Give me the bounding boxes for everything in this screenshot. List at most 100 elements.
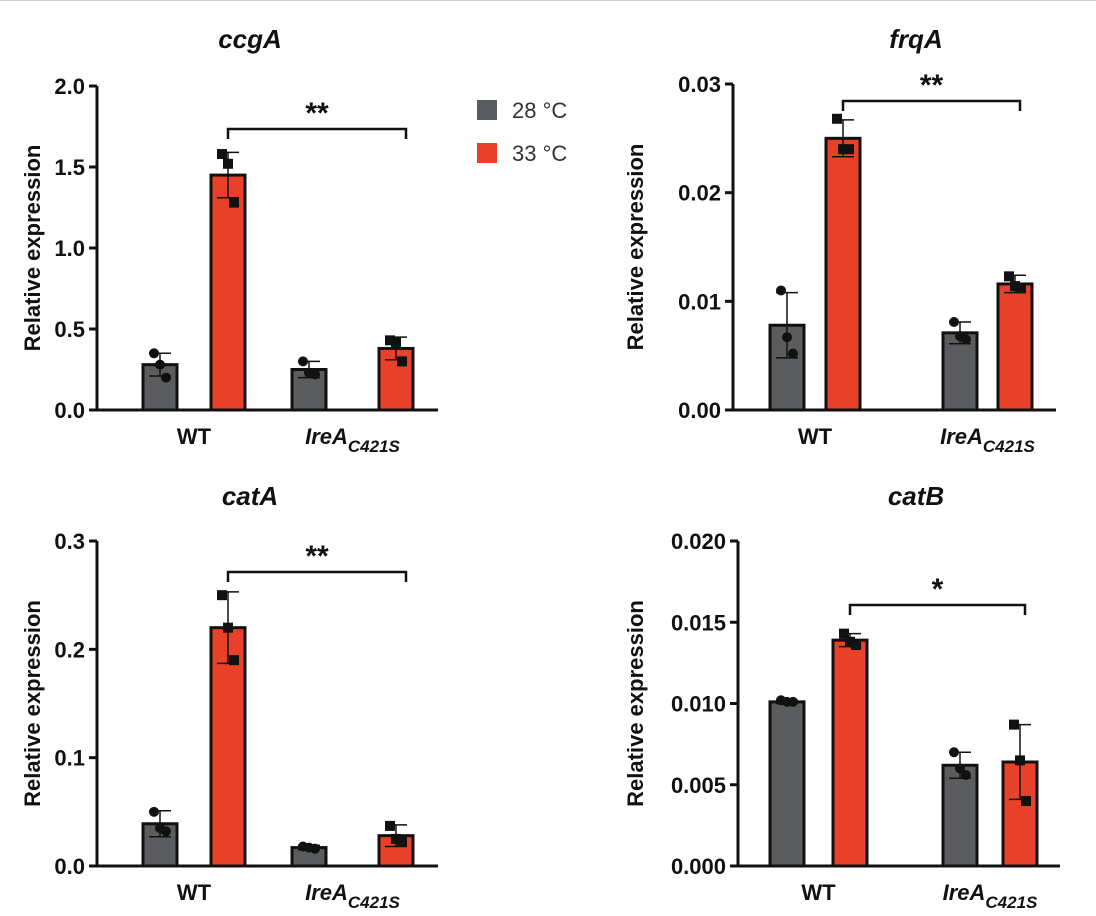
chart-title: catA <box>222 481 278 511</box>
data-point <box>961 770 971 780</box>
data-point <box>229 197 239 208</box>
category-name: IreA <box>305 424 348 449</box>
data-point <box>217 590 227 601</box>
data-point <box>223 622 233 633</box>
significance-label: ** <box>920 69 944 102</box>
x-tick-label: WT <box>177 424 212 449</box>
significance-label: ** <box>305 540 329 573</box>
category-name: IreA <box>305 880 348 905</box>
y-tick-label: 1.5 <box>54 155 85 180</box>
bar <box>209 626 247 868</box>
y-tick-label: 0.03 <box>678 72 721 97</box>
data-point <box>1010 281 1020 292</box>
data-point <box>1021 796 1031 806</box>
data-point <box>961 334 971 345</box>
bar <box>831 638 869 868</box>
y-axis-label: Relative expression <box>20 600 45 807</box>
category-subscript: C421S <box>985 893 1038 912</box>
y-tick-label: 1.0 <box>54 236 85 261</box>
category-name: WT <box>177 424 212 449</box>
data-point <box>217 149 227 160</box>
category-name: IreA <box>940 424 983 449</box>
data-point <box>391 833 401 844</box>
chart-title: frqA <box>889 24 942 54</box>
data-point <box>838 144 848 155</box>
y-tick-label: 0.1 <box>54 746 85 771</box>
significance-bracket <box>226 570 408 582</box>
y-tick-label: 0.5 <box>54 317 85 342</box>
data-point <box>385 820 395 831</box>
bar <box>996 282 1034 412</box>
top-border <box>0 0 1096 1</box>
significance-label: * <box>932 573 944 606</box>
x-tick-label: WT <box>177 880 212 905</box>
y-tick-label: 0.0 <box>54 854 85 879</box>
bar <box>824 136 862 412</box>
x-tick-label: WT <box>801 880 836 905</box>
category-name: IreA <box>943 880 986 905</box>
data-point <box>397 836 407 847</box>
category-name: WT <box>177 880 212 905</box>
data-point <box>839 628 849 639</box>
category-name: WT <box>798 424 833 449</box>
y-tick-label: 0.005 <box>671 773 726 798</box>
y-tick-label: 2.0 <box>54 74 85 99</box>
data-point <box>776 285 786 296</box>
x-tick-label: IreAC421S <box>305 424 400 456</box>
y-tick-label: 0.000 <box>671 854 726 879</box>
bar <box>768 323 806 412</box>
panel-catB: catB Relative expression 0.000 0.005 0.010 0.… <box>623 481 1060 912</box>
data-point <box>397 356 407 367</box>
data-point <box>149 348 159 359</box>
legend-swatch-28c <box>477 100 497 120</box>
data-point <box>1004 271 1014 282</box>
data-point <box>229 655 239 666</box>
y-axis-label: Relative expression <box>623 600 648 807</box>
significance-bracket <box>841 99 1022 111</box>
panel-frqA: frqA Relative expression 0.00 0.01 0.02 0.03 W… <box>623 24 1056 456</box>
category-name: WT <box>801 880 836 905</box>
data-point <box>832 113 842 124</box>
data-point <box>1015 755 1025 766</box>
panel-catA: catA Relative expression 0.0 0.1 0.2 0.3 WT Ire… <box>20 481 438 912</box>
y-tick-label: 0.015 <box>671 610 726 635</box>
significance-label: ** <box>305 97 329 130</box>
data-point <box>845 636 855 647</box>
x-tick-label: IreAC421S <box>943 880 1038 912</box>
chart-title: catB <box>888 481 944 511</box>
bar <box>941 763 979 868</box>
x-tick-label: WT <box>798 424 833 449</box>
y-tick-label: 0.2 <box>54 637 85 662</box>
significance-bracket <box>848 603 1027 615</box>
significance-bracket <box>226 127 408 139</box>
data-point <box>155 359 165 370</box>
data-point <box>949 316 959 327</box>
data-point <box>1009 719 1019 730</box>
data-point <box>1016 283 1026 294</box>
y-axis-label: Relative expression <box>20 145 45 352</box>
legend-label-33c: 33 °C <box>512 141 567 166</box>
data-point <box>788 696 798 707</box>
y-tick-label: 0.01 <box>678 289 721 314</box>
y-tick-label: 0.020 <box>671 529 726 554</box>
data-point <box>298 356 308 367</box>
data-point <box>782 332 792 343</box>
category-subscript: C421S <box>348 893 401 912</box>
data-point <box>161 372 171 383</box>
x-tick-label: IreAC421S <box>940 424 1035 456</box>
data-point <box>949 747 959 758</box>
y-tick-label: 0.010 <box>671 692 726 717</box>
y-tick-label: 0.02 <box>678 181 721 206</box>
data-point <box>149 806 159 817</box>
data-point <box>310 369 320 380</box>
data-point <box>844 144 854 155</box>
data-point <box>788 348 798 359</box>
category-subscript: C421S <box>983 437 1036 456</box>
chart-title: ccgA <box>218 24 282 54</box>
data-point <box>391 336 401 347</box>
legend-swatch-33c <box>477 143 497 163</box>
data-point <box>310 843 320 854</box>
data-point <box>161 826 171 837</box>
y-tick-label: 0.00 <box>678 398 721 423</box>
